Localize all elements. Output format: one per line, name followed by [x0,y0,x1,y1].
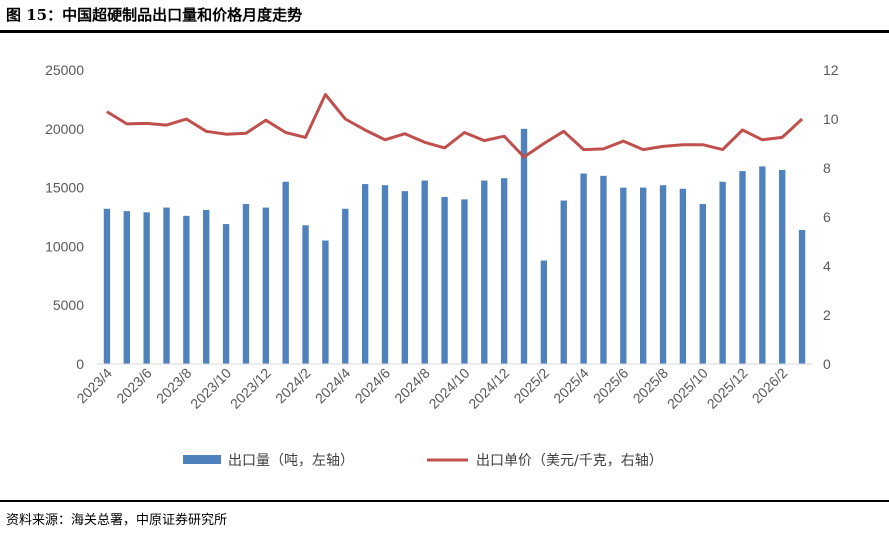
x-tick-label: 2025/10 [664,365,711,412]
bar-2026/3 [798,229,806,364]
y-left-tick-label: 15000 [45,180,84,196]
x-tick-label: 2025/12 [704,365,751,412]
x-tick-label: 2023/12 [227,365,274,412]
bottom-rule [0,500,889,502]
bar-2023/5 [123,211,130,364]
chart-title: 图 15：中国超硬制品出口量和价格月度走势 [6,6,303,24]
x-axis: 2023/42023/62023/82023/102023/122024/220… [73,363,812,412]
bar-2023/4 [103,208,111,364]
bar-2024/4 [342,208,349,364]
y-left-tick-label: 5000 [53,297,84,313]
y-left-tick-label: 0 [76,356,84,372]
bar-2023/11 [242,204,250,364]
bar-2023/12 [262,207,269,364]
y-right-tick-label: 4 [823,258,831,274]
bar-2025/8 [659,185,667,364]
bar-2025/1 [520,128,528,364]
legend: 出口量（吨，左轴） 出口单价（美元/千克，右轴） [183,453,663,469]
bar-2024/8 [421,180,428,364]
y-right-tick-label: 0 [823,356,831,372]
y-right-tick-label: 10 [823,111,839,127]
x-tick-label: 2024/4 [312,365,354,407]
bar-2023/10 [222,224,230,364]
x-tick-label: 2025/6 [590,365,632,407]
bar-2024/2 [302,225,309,364]
y-axis-left: 0 5000 10000 15000 20000 25000 [45,62,84,372]
bar-2025/11 [719,181,726,364]
x-tick-label: 2024/6 [352,365,394,407]
y-right-tick-label: 12 [823,62,839,78]
bar-2025/9 [679,188,687,364]
legend-line-label: 出口单价（美元/千克，右轴） [476,453,663,469]
y-right-tick-label: 6 [823,209,831,225]
bar-2023/8 [183,215,190,364]
bar-2024/3 [322,240,329,364]
price-line [106,93,804,159]
legend-bar-swatch [183,455,221,464]
bar-2024/9 [441,197,448,364]
bar-2023/9 [203,209,210,364]
legend-bar-label: 出口量（吨，左轴） [228,453,354,469]
x-tick-label: 2024/10 [425,365,472,412]
y-left-tick-label: 10000 [45,238,84,254]
bar-2025/3 [560,200,567,364]
line-series [106,93,804,159]
bar-2025/5 [600,175,607,364]
x-tick-label: 2025/2 [510,365,552,407]
source-note: 资料来源：海关总署，中原证券研究所 [6,513,228,528]
bar-2024/11 [481,180,488,364]
bar-2024/7 [401,191,409,364]
bar-2025/6 [620,187,627,364]
y-left-tick-label: 20000 [45,121,84,137]
bar-2025/4 [580,173,587,364]
x-tick-label: 2024/12 [465,365,512,412]
x-tick-label: 2026/2 [749,365,791,407]
bar-2026/1 [759,166,766,364]
bar-2024/10 [461,199,468,364]
bar-series [103,128,806,364]
y-left-tick-label: 25000 [45,62,84,78]
x-tick-label: 2024/2 [272,365,314,407]
bar-2024/1 [282,181,289,364]
x-tick-label: 2025/4 [550,365,592,407]
bar-2025/10 [699,204,706,364]
bar-2023/6 [143,212,150,364]
bar-2024/6 [381,185,389,364]
bar-2024/12 [500,178,508,364]
y-right-tick-label: 8 [823,160,831,176]
bar-2025/7 [640,187,647,364]
bar-2026/2 [779,169,786,364]
y-axis-right: 0 2 4 6 8 10 12 [823,62,839,372]
bar-2023/7 [163,207,170,364]
bar-2025/2 [540,260,548,364]
bar-2024/5 [361,184,369,364]
top-rule [0,30,889,33]
y-right-tick-label: 2 [823,307,831,323]
x-tick-label: 2023/10 [187,365,234,412]
x-tick-label: 2023/6 [113,365,155,407]
bar-2025/12 [739,171,746,364]
